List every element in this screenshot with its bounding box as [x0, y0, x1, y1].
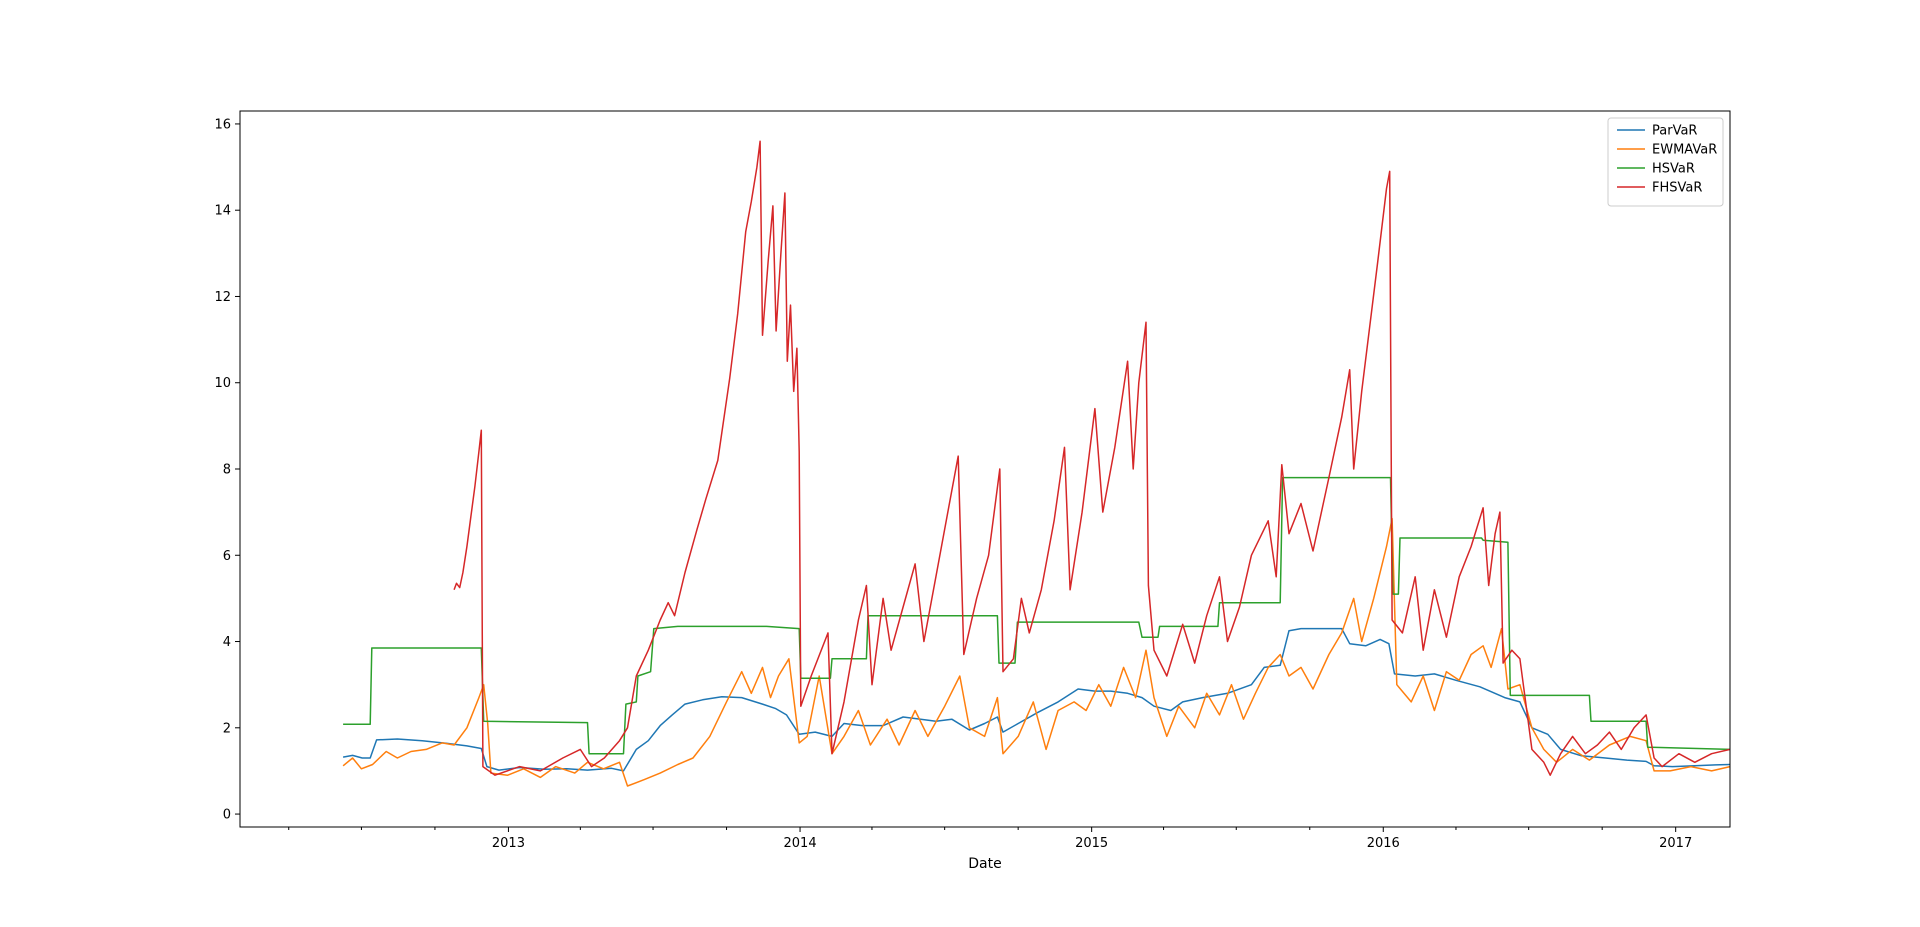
y-tick-label: 6: [223, 549, 231, 564]
series-line-ewmavar: [342, 517, 1731, 787]
y-tick-label: 4: [223, 635, 231, 650]
x-tick-label: 2016: [1367, 836, 1400, 851]
y-axis: 0 2 4 6 8 10 12 14 16: [214, 117, 240, 823]
x-tick-label: 2013: [492, 836, 525, 851]
series-line-hsvar: [343, 476, 1731, 755]
series-layer: [342, 140, 1731, 787]
legend-label-parvar: ParVaR: [1652, 124, 1697, 139]
y-tick-label: 8: [223, 463, 231, 478]
x-axis: 2013 2014 2015 2016 2017: [288, 827, 1692, 851]
x-tick-label: 2017: [1659, 836, 1692, 851]
y-tick-label: 12: [214, 290, 231, 305]
x-axis-label: Date: [968, 856, 1001, 872]
plot-frame: [239, 110, 1731, 828]
y-tick-label: 14: [214, 204, 231, 219]
legend-label-ewmavar: EWMAVaR: [1652, 143, 1717, 158]
series-line-fhsvar: [453, 140, 1731, 776]
series-line-parvar: [342, 627, 1731, 772]
y-tick-label: 16: [214, 117, 231, 132]
y-tick-label: 0: [223, 808, 231, 823]
legend-label-fhsvar: FHSVaR: [1652, 181, 1702, 196]
y-tick-label: 10: [214, 376, 231, 391]
legend: ParVaR EWMAVaR HSVaR FHSVaR: [1607, 117, 1724, 207]
y-tick-label: 2: [223, 721, 231, 736]
x-tick-label: 2014: [784, 836, 817, 851]
legend-label-hsvar: HSVaR: [1652, 162, 1695, 177]
x-tick-label: 2015: [1075, 836, 1108, 851]
legend-box: [1607, 117, 1724, 207]
